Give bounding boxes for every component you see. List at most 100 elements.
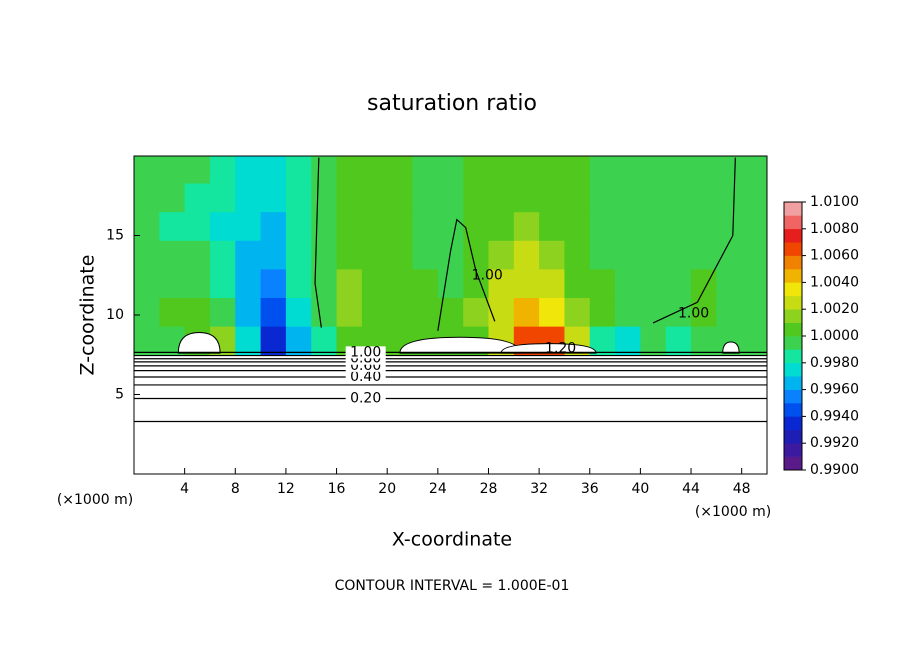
contour-label-bg — [345, 346, 386, 359]
field-cell — [539, 211, 565, 241]
field-cell — [463, 156, 489, 184]
field-cell — [691, 156, 717, 184]
x-tick-label: 48 — [733, 481, 751, 497]
colorbar-swatch — [784, 322, 802, 337]
field-cell — [412, 297, 439, 327]
field-cell — [260, 326, 287, 356]
colorbar-swatch — [784, 282, 802, 297]
field-cell — [361, 240, 388, 270]
colorbar-swatch — [784, 416, 802, 431]
field-cell — [437, 183, 464, 213]
colorbar-tick-label: 1.0080 — [810, 221, 859, 237]
field-cell — [615, 326, 641, 356]
field-cell — [285, 183, 312, 213]
field-cell — [260, 240, 287, 270]
field-cell — [640, 156, 667, 184]
field-cell — [336, 297, 363, 327]
field-cell — [640, 268, 667, 299]
field-cell — [665, 211, 692, 241]
field-cell — [235, 211, 262, 241]
field-cell — [665, 240, 692, 270]
field-cell — [184, 156, 211, 184]
field-cell — [716, 211, 743, 241]
field-cell — [488, 240, 515, 270]
field-cell — [615, 156, 641, 184]
field-cell — [134, 156, 160, 184]
field-cell — [741, 268, 768, 299]
colorbar-tick-label: 1.0000 — [810, 328, 859, 344]
field-cell — [691, 211, 717, 241]
colorbar-swatch — [784, 389, 802, 404]
field-cell — [387, 240, 414, 270]
field-cell — [311, 297, 338, 327]
field-cell — [539, 297, 565, 327]
x-tick-label: 40 — [631, 481, 649, 497]
field-cell — [209, 240, 236, 270]
field-cell — [285, 240, 312, 270]
field-cell — [488, 297, 515, 327]
colorbar-swatch — [784, 349, 802, 364]
field-cell — [513, 156, 540, 184]
field-cell — [741, 297, 768, 327]
field-cell — [589, 156, 616, 184]
field-cell — [741, 326, 768, 356]
field-cell — [159, 240, 186, 270]
field-cell — [235, 326, 262, 356]
field-cell — [387, 211, 414, 241]
field-cell — [640, 211, 667, 241]
field-cell — [665, 297, 692, 327]
field-cell — [539, 183, 565, 213]
y-tick-label: 15 — [106, 228, 124, 244]
x-tick-label: 36 — [581, 481, 599, 497]
field-cell — [539, 156, 565, 184]
field-cell — [640, 240, 667, 270]
field-cell — [488, 156, 515, 184]
field-cell — [437, 268, 464, 299]
field-cell — [387, 297, 414, 327]
field-cell — [159, 297, 186, 327]
field-cell — [488, 211, 515, 241]
contour-annotation: 1.00 — [472, 267, 503, 283]
field-cell — [615, 297, 641, 327]
field-cell — [412, 211, 439, 241]
field-cell — [311, 156, 338, 184]
contour-label: 0.20 — [350, 390, 381, 406]
field-cell — [716, 156, 743, 184]
x-tick-label: 32 — [530, 481, 548, 497]
field-cell — [437, 211, 464, 241]
field-cell — [513, 211, 540, 241]
field-cell — [513, 240, 540, 270]
field-cell — [159, 183, 186, 213]
field-cell — [741, 183, 768, 213]
field-cell — [716, 240, 743, 270]
field-cell — [361, 268, 388, 299]
field-cell — [209, 297, 236, 327]
field-cell — [488, 268, 515, 299]
colorbar-swatch — [784, 269, 802, 283]
field-cell — [513, 183, 540, 213]
field-cell — [412, 240, 439, 270]
colorbar-swatch — [784, 456, 802, 471]
colorbar-tick-label: 1.0100 — [810, 194, 859, 210]
field-cell — [691, 240, 717, 270]
field-cell — [235, 297, 262, 327]
field-cell — [285, 268, 312, 299]
field-cell — [311, 326, 338, 356]
field-cell — [615, 268, 641, 299]
colorbar-swatch — [784, 242, 802, 256]
field-cell — [564, 211, 591, 241]
contour-line — [314, 157, 736, 331]
field-cell — [716, 183, 743, 213]
field-cell — [159, 156, 186, 184]
cloud-patch — [722, 341, 740, 354]
field-cell — [412, 156, 439, 184]
field-cell — [159, 211, 186, 241]
contour-interval: CONTOUR INTERVAL = 1.000E-01 — [335, 578, 570, 594]
colorbar-swatch — [784, 309, 802, 323]
field-cell — [184, 297, 211, 327]
colorbar-swatch — [784, 202, 802, 216]
field-cell — [260, 211, 287, 241]
field-cell — [437, 297, 464, 327]
x-tick-label: 24 — [429, 481, 447, 497]
